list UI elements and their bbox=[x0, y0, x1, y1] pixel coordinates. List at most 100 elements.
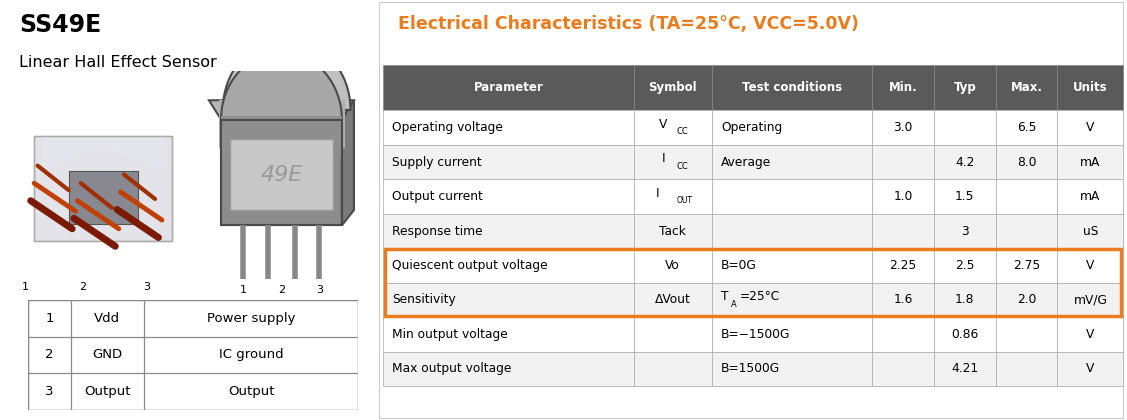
Bar bbox=[712, 352, 872, 386]
Bar bbox=[220, 100, 345, 148]
Polygon shape bbox=[341, 100, 354, 226]
Bar bbox=[712, 283, 872, 317]
Bar bbox=[633, 65, 712, 110]
Bar bbox=[996, 145, 1057, 179]
Text: 1: 1 bbox=[240, 285, 247, 295]
Text: 1: 1 bbox=[45, 312, 54, 325]
Bar bbox=[934, 65, 996, 110]
Bar bbox=[633, 352, 712, 386]
Bar bbox=[934, 179, 996, 214]
Text: Vdd: Vdd bbox=[95, 312, 121, 325]
Bar bbox=[221, 116, 341, 158]
Text: 2.5: 2.5 bbox=[955, 259, 975, 272]
Text: 2.0: 2.0 bbox=[1017, 294, 1036, 306]
Text: Test conditions: Test conditions bbox=[742, 81, 842, 94]
Bar bbox=[1057, 179, 1124, 214]
Bar bbox=[385, 249, 1121, 316]
Polygon shape bbox=[34, 136, 172, 241]
Bar bbox=[872, 145, 934, 179]
Bar bbox=[872, 283, 934, 317]
Text: V: V bbox=[1086, 121, 1094, 134]
Bar bbox=[633, 214, 712, 248]
Text: Operating voltage: Operating voltage bbox=[392, 121, 503, 134]
Text: Electrical Characteristics (TA=25°C, VCC=5.0V): Electrical Characteristics (TA=25°C, VCC… bbox=[398, 15, 859, 33]
Text: I: I bbox=[662, 152, 665, 165]
Text: 2: 2 bbox=[79, 282, 86, 292]
Text: 2.75: 2.75 bbox=[1013, 259, 1040, 272]
Bar bbox=[383, 352, 633, 386]
Bar bbox=[633, 283, 712, 317]
Bar bbox=[872, 65, 934, 110]
Bar bbox=[633, 248, 712, 283]
Bar bbox=[996, 110, 1057, 145]
Text: SS49E: SS49E bbox=[19, 13, 101, 37]
Text: Supply current: Supply current bbox=[392, 156, 481, 168]
Bar bbox=[712, 145, 872, 179]
Text: =25°C: =25°C bbox=[739, 290, 780, 303]
Bar bbox=[934, 352, 996, 386]
Bar bbox=[996, 352, 1057, 386]
Text: Symbol: Symbol bbox=[648, 81, 698, 94]
Text: Units: Units bbox=[1073, 81, 1108, 94]
Bar bbox=[1057, 145, 1124, 179]
Bar bbox=[872, 179, 934, 214]
Bar bbox=[996, 283, 1057, 317]
Text: mA: mA bbox=[1080, 156, 1101, 168]
Text: Power supply: Power supply bbox=[207, 312, 295, 325]
Bar bbox=[383, 317, 633, 352]
Bar bbox=[633, 110, 712, 145]
Text: 2: 2 bbox=[278, 285, 285, 295]
Text: GND: GND bbox=[92, 349, 123, 361]
Text: Output current: Output current bbox=[392, 190, 482, 203]
Bar bbox=[71, 373, 144, 409]
Text: 49E: 49E bbox=[260, 165, 302, 185]
Text: B=−1500G: B=−1500G bbox=[721, 328, 790, 341]
Bar bbox=[383, 179, 633, 214]
Polygon shape bbox=[43, 136, 163, 171]
Bar bbox=[383, 65, 633, 110]
Text: OUT: OUT bbox=[676, 196, 692, 205]
Bar bbox=[221, 116, 341, 158]
Text: Vo: Vo bbox=[665, 259, 681, 272]
Polygon shape bbox=[230, 139, 334, 210]
Text: Max output voltage: Max output voltage bbox=[392, 362, 512, 375]
Bar bbox=[28, 300, 71, 337]
Bar bbox=[1057, 352, 1124, 386]
Bar bbox=[383, 110, 633, 145]
Wedge shape bbox=[221, 52, 341, 120]
Text: 1.5: 1.5 bbox=[955, 190, 975, 203]
Bar bbox=[633, 145, 712, 179]
Bar bbox=[1057, 283, 1124, 317]
Bar bbox=[28, 337, 71, 373]
Text: Quiescent output voltage: Quiescent output voltage bbox=[392, 259, 548, 272]
Text: 1.8: 1.8 bbox=[955, 294, 975, 306]
Text: 1.6: 1.6 bbox=[894, 294, 913, 306]
Text: 4.21: 4.21 bbox=[951, 362, 978, 375]
Bar bbox=[996, 65, 1057, 110]
Bar bbox=[712, 248, 872, 283]
Text: 1: 1 bbox=[23, 282, 29, 292]
Text: B=1500G: B=1500G bbox=[721, 362, 780, 375]
Bar bbox=[934, 248, 996, 283]
Bar bbox=[383, 145, 633, 179]
Text: V: V bbox=[1086, 362, 1094, 375]
Bar bbox=[144, 337, 358, 373]
Bar bbox=[383, 248, 633, 283]
Bar bbox=[934, 317, 996, 352]
Text: 3: 3 bbox=[316, 285, 323, 295]
Bar bbox=[144, 373, 358, 409]
Bar bbox=[71, 337, 144, 373]
Bar bbox=[934, 283, 996, 317]
Text: 3.0: 3.0 bbox=[894, 121, 913, 134]
Bar bbox=[712, 110, 872, 145]
Bar bbox=[1057, 248, 1124, 283]
Bar bbox=[1057, 214, 1124, 248]
Text: B=0G: B=0G bbox=[721, 259, 756, 272]
Wedge shape bbox=[221, 52, 341, 120]
Bar bbox=[996, 248, 1057, 283]
Bar bbox=[872, 317, 934, 352]
Bar bbox=[383, 214, 633, 248]
Bar bbox=[712, 65, 872, 110]
Text: 6.5: 6.5 bbox=[1017, 121, 1037, 134]
Wedge shape bbox=[223, 39, 350, 110]
